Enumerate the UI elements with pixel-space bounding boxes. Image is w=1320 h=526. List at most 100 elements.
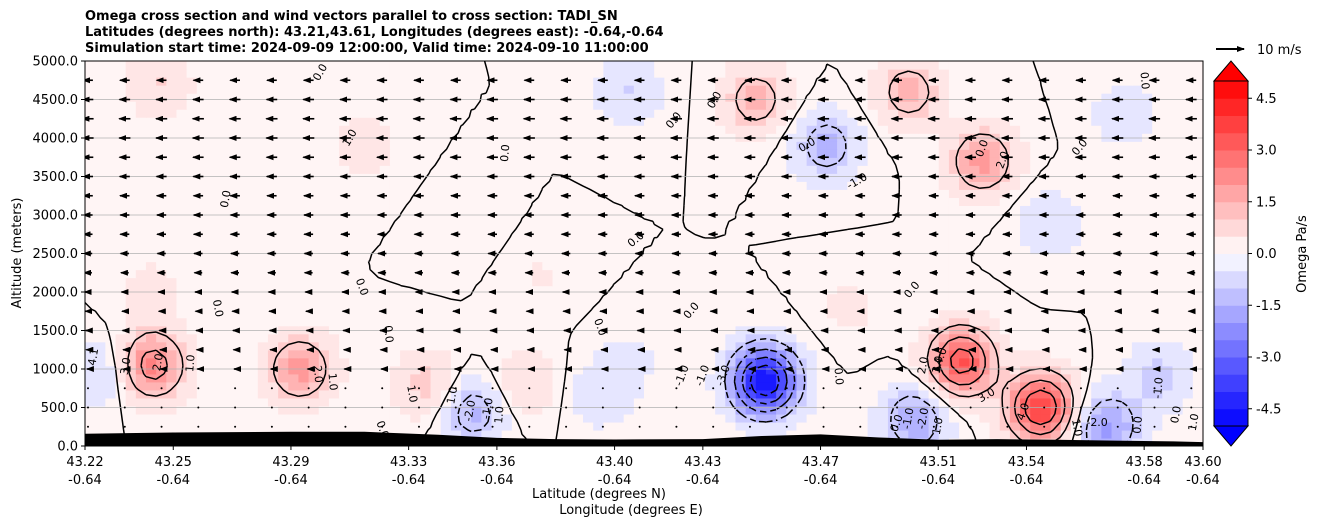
omega-cell	[664, 317, 676, 327]
omega-cell	[1192, 309, 1203, 319]
omega-cell	[623, 181, 635, 190]
omega-cell	[125, 189, 137, 198]
omega-cell	[1101, 133, 1113, 142]
omega-cell	[908, 189, 920, 198]
omega-cell	[308, 261, 320, 271]
omega-cell	[420, 245, 432, 255]
omega-cell	[704, 293, 716, 303]
omega-cell	[217, 333, 228, 343]
omega-cell	[1142, 357, 1153, 367]
omega-cell	[267, 93, 279, 102]
omega-cell	[491, 189, 503, 198]
omega-cell	[786, 341, 798, 351]
omega-cell	[1040, 197, 1052, 206]
omega-cell	[613, 301, 625, 311]
omega-cell	[328, 285, 340, 295]
omega-cell	[1182, 341, 1194, 351]
omega-cell	[278, 341, 289, 351]
omega-cell	[389, 173, 401, 182]
omega-cell	[1091, 181, 1102, 190]
omega-cell	[694, 205, 706, 214]
omega-cell	[837, 429, 848, 439]
omega-cell	[1192, 237, 1203, 247]
omega-cell	[765, 117, 777, 126]
omega-cell	[95, 357, 106, 367]
omega-cell	[501, 349, 513, 359]
omega-cell	[806, 301, 818, 311]
omega-cell	[704, 429, 716, 439]
omega-cell	[857, 85, 869, 94]
omega-cell	[725, 149, 737, 158]
omega-cell	[572, 85, 584, 94]
omega-cell	[745, 165, 757, 174]
omega-cell	[979, 285, 991, 295]
omega-cell	[1060, 213, 1072, 223]
omega-cell	[816, 149, 828, 158]
omega-cell	[1040, 181, 1052, 190]
omega-cell	[135, 365, 147, 375]
omega-cell	[389, 85, 401, 94]
omega-cell	[1070, 349, 1082, 359]
omega-cell	[1162, 181, 1174, 190]
omega-cell	[816, 157, 828, 166]
omega-cell	[664, 341, 676, 351]
omega-cell	[765, 253, 777, 263]
omega-cell	[1162, 325, 1174, 335]
omega-cell	[166, 173, 178, 182]
omega-cell	[267, 149, 279, 158]
omega-cell	[267, 197, 279, 206]
omega-cell	[379, 173, 391, 182]
omega-cell	[776, 325, 787, 335]
omega-cell	[379, 277, 391, 287]
omega-cell	[532, 133, 543, 142]
omega-cell	[918, 181, 930, 190]
omega-cell	[176, 317, 188, 327]
omega-cell	[1030, 205, 1041, 214]
omega-cell	[339, 381, 350, 391]
omega-cell	[857, 269, 869, 279]
omega-cell	[1142, 405, 1153, 415]
omega-cell	[583, 325, 594, 335]
omega-cell	[1009, 109, 1021, 118]
omega-cell	[145, 405, 157, 415]
omega-cell	[613, 165, 625, 174]
omega-cell	[908, 101, 920, 110]
omega-cell	[1009, 213, 1021, 223]
omega-cell	[257, 117, 269, 126]
omega-cell	[786, 269, 798, 279]
omega-cell	[542, 253, 554, 263]
omega-cell	[328, 189, 340, 198]
omega-cell	[196, 101, 208, 110]
omega-cell	[776, 141, 787, 150]
omega-cell	[562, 405, 574, 415]
omega-cell	[979, 397, 991, 407]
omega-cell	[857, 245, 869, 255]
omega-cell	[1162, 429, 1174, 439]
omega-cell	[704, 333, 716, 343]
omega-cell	[1070, 381, 1082, 391]
omega-cell	[552, 125, 564, 134]
omega-cell	[887, 109, 899, 118]
omega-cell	[715, 157, 726, 166]
omega-cell	[1020, 293, 1031, 303]
omega-cell	[288, 141, 300, 150]
omega-cell	[450, 165, 462, 174]
omega-cell	[562, 261, 574, 271]
omega-cell	[532, 269, 543, 279]
omega-cell	[461, 365, 472, 375]
omega-cell	[796, 309, 808, 319]
omega-cell	[725, 253, 737, 263]
omega-cell	[704, 285, 716, 295]
omega-cell	[735, 181, 747, 190]
omega-cell	[206, 125, 218, 134]
omega-cell	[918, 197, 930, 206]
omega-cell	[298, 365, 310, 375]
omega-cell	[603, 269, 615, 279]
omega-cell	[379, 349, 391, 359]
omega-cell	[440, 429, 452, 439]
omega-cell	[257, 349, 269, 359]
omega-cell	[816, 173, 828, 182]
omega-cell	[1152, 189, 1163, 198]
omega-cell	[1070, 413, 1082, 423]
omega-cell	[1101, 333, 1113, 343]
